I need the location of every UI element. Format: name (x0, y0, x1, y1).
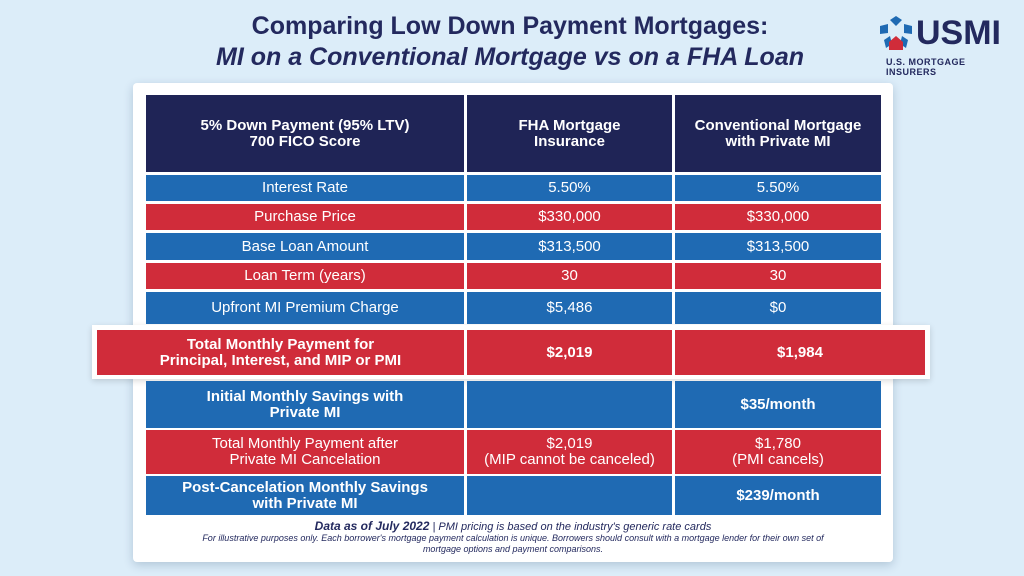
row-label: Total Monthly Payment for Principal, Int… (97, 330, 464, 375)
fha-value: $313,500 (467, 233, 672, 260)
conv-value: $330,000 (675, 204, 881, 230)
logo-text: USMI (916, 14, 1001, 52)
fha-value: $5,486 (467, 292, 672, 324)
conv-value: $239/month (675, 476, 881, 515)
row-label: Base Loan Amount (146, 233, 464, 260)
fha-value: 5.50% (467, 175, 672, 201)
fha-value (467, 476, 672, 515)
row-label: Post-Cancelation Monthly Savings with Pr… (146, 476, 464, 515)
conv-value: 5.50% (675, 175, 881, 201)
fha-value: 30 (467, 263, 672, 289)
conv-value: $35/month (675, 381, 881, 428)
row-label: Upfront MI Premium Charge (146, 292, 464, 324)
star-house-icon (880, 16, 912, 50)
fha-value (467, 381, 672, 428)
row-label: Loan Term (years) (146, 263, 464, 289)
page-subtitle: MI on a Conventional Mortgage vs on a FH… (216, 43, 804, 71)
row-label: Interest Rate (146, 175, 464, 201)
data-date: Data as of July 2022 (314, 519, 430, 533)
conv-value: $1,984 (675, 330, 925, 375)
disclaimer: For illustrative purposes only. Each bor… (202, 533, 824, 554)
row-label: Total Monthly Payment after Private MI C… (146, 430, 464, 474)
pricing-note: | PMI pricing is based on the industry's… (429, 521, 712, 533)
row-label: Initial Monthly Savings with Private MI (146, 381, 464, 428)
logo-subtitle: U.S. MORTGAGE INSURERS (886, 57, 966, 77)
conv-value: $313,500 (675, 233, 881, 260)
fha-value: $2,019 (MIP cannot be canceled) (467, 430, 672, 474)
header-cell: FHA Mortgage Insurance (467, 95, 672, 172)
usmi-logo: USMI U.S. MORTGAGE INSURERS (876, 14, 1016, 77)
row-label: Purchase Price (146, 204, 464, 230)
fha-value: $2,019 (467, 330, 672, 375)
header-cell: 5% Down Payment (95% LTV) 700 FICO Score (146, 95, 464, 172)
conv-value: 30 (675, 263, 881, 289)
conv-value: $1,780 (PMI cancels) (675, 430, 881, 474)
header-cell: Conventional Mortgage with Private MI (675, 95, 881, 172)
conv-value: $0 (675, 292, 881, 324)
footer-note: Data as of July 2022 | PMI pricing is ba… (133, 519, 893, 533)
fha-value: $330,000 (467, 204, 672, 230)
page-title: Comparing Low Down Payment Mortgages: (251, 12, 769, 40)
